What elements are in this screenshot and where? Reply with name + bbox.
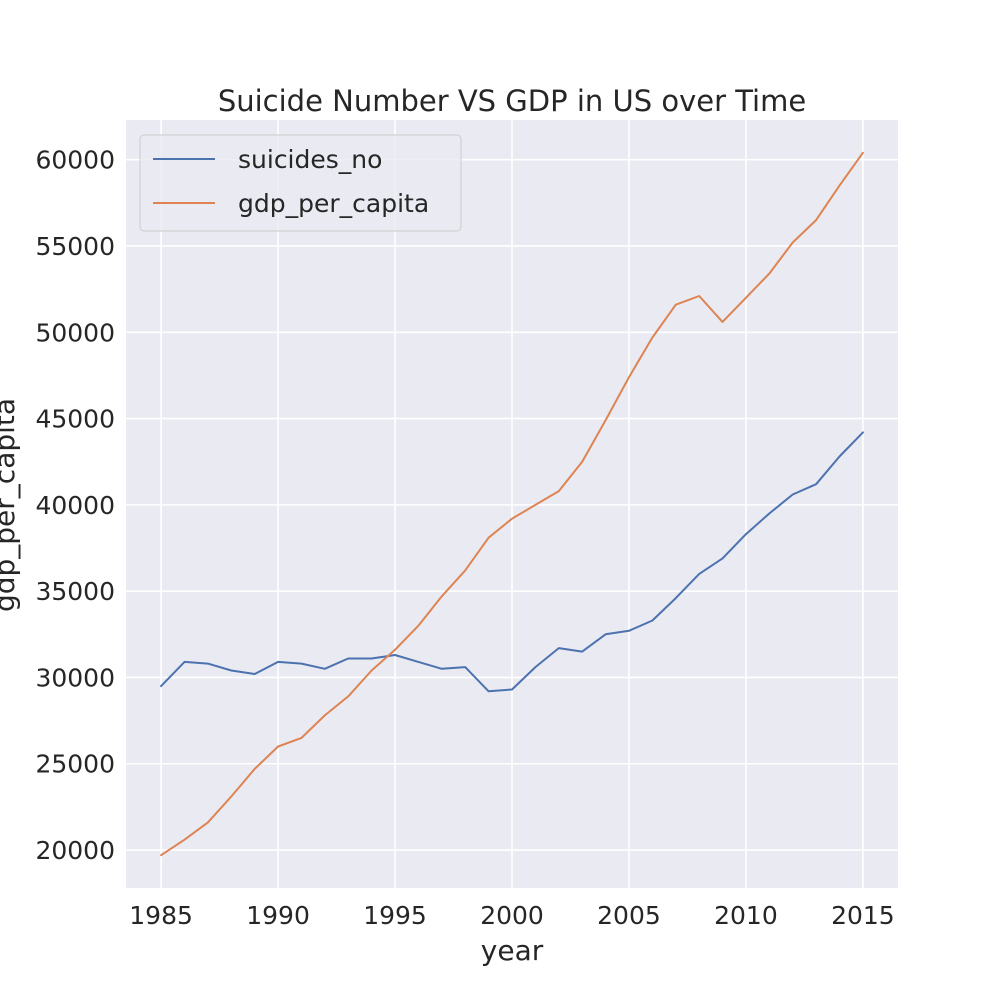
y-tick-label: 60000 [35, 146, 115, 175]
y-tick-label: 40000 [35, 491, 115, 520]
y-tick-label: 45000 [35, 405, 115, 434]
x-tick-label: 2010 [714, 901, 778, 930]
y-tick-label: 20000 [35, 836, 115, 865]
x-tick-label: 1990 [246, 901, 310, 930]
legend: suicides_no gdp_per_capita [139, 134, 462, 232]
y-tick-label: 30000 [35, 663, 115, 692]
legend-label-suicides-no: suicides_no [238, 145, 382, 174]
tick-labels: 1985 1990 1995 2000 2005 2010 2015 20000 25000 30… [35, 146, 894, 930]
y-axis-label: gdp_per_capita [0, 398, 21, 612]
y-tick-label: 25000 [35, 750, 115, 779]
series-line-gdp-per-capita [160, 151, 864, 857]
x-tick-label: 2015 [831, 901, 895, 930]
y-tick-label: 35000 [35, 577, 115, 606]
x-tick-label: 1985 [129, 901, 193, 930]
x-tick-label: 2005 [597, 901, 661, 930]
x-tick-label: 1995 [363, 901, 427, 930]
chart-title: Suicide Number VS GDP in US over Time [218, 84, 806, 118]
legend-label-gdp-per-capita: gdp_per_capita [238, 189, 429, 218]
series-lines [160, 151, 864, 857]
y-tick-label: 50000 [35, 318, 115, 347]
grid [126, 120, 898, 888]
legend-box [139, 134, 462, 232]
x-tick-label: 2000 [480, 901, 544, 930]
y-tick-label: 55000 [35, 232, 115, 261]
x-axis-label: year [481, 934, 544, 967]
series-line-suicides-no [160, 431, 864, 693]
